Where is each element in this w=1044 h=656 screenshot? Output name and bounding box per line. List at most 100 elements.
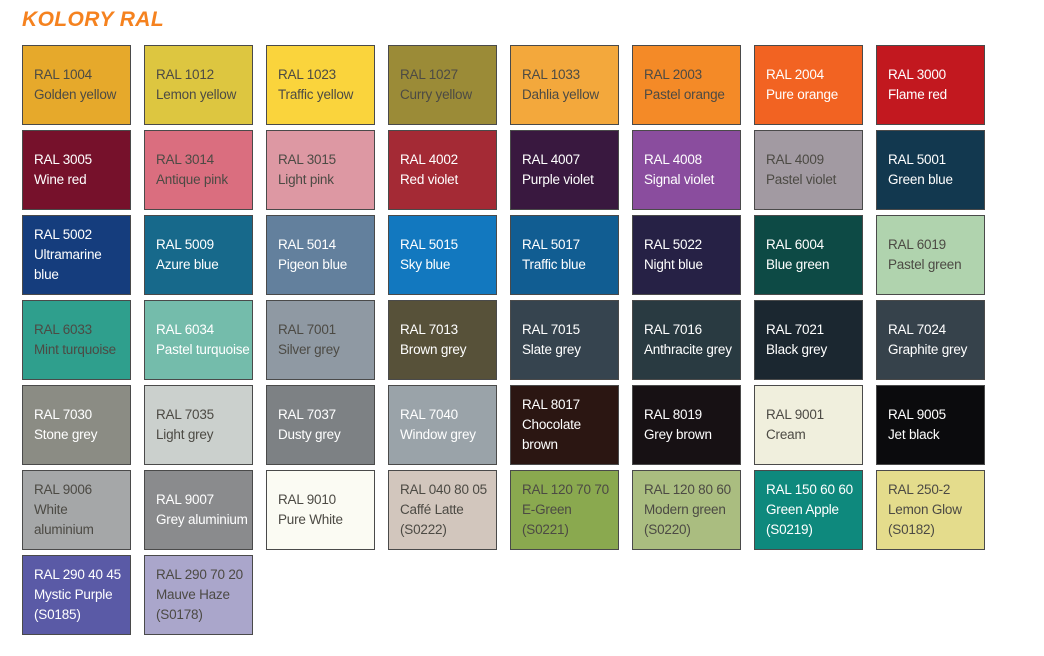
swatch-name: Slate grey bbox=[522, 342, 581, 357]
color-swatch: RAL 3015 Light pink bbox=[266, 130, 375, 210]
swatch-code: RAL 120 80 60 bbox=[644, 482, 731, 497]
color-swatch: RAL 2004 Pure orange bbox=[754, 45, 863, 125]
swatch-name: Modern green bbox=[644, 502, 726, 517]
swatch-code: RAL 2003 bbox=[644, 67, 702, 82]
color-swatch: RAL 6004 Blue green bbox=[754, 215, 863, 295]
color-swatch: RAL 1027 Curry yellow bbox=[388, 45, 497, 125]
color-swatch: RAL 6034 Pastel turquoise bbox=[144, 300, 253, 380]
color-swatch: RAL 7030 Stone grey bbox=[22, 385, 131, 465]
color-swatch: RAL 3005 Wine red bbox=[22, 130, 131, 210]
swatch-code: RAL 9005 bbox=[888, 407, 946, 422]
swatch-name: Flame red bbox=[888, 87, 947, 102]
swatch-code: RAL 7024 bbox=[888, 322, 946, 337]
swatch-name: E-Green bbox=[522, 502, 572, 517]
color-swatch: RAL 250-2 Lemon Glow (S0182) bbox=[876, 470, 985, 550]
color-swatch: RAL 5014 Pigeon blue bbox=[266, 215, 375, 295]
swatch-name: Pastel orange bbox=[644, 87, 725, 102]
color-swatch: RAL 1033 Dahlia yellow bbox=[510, 45, 619, 125]
swatch-code: RAL 5015 bbox=[400, 237, 458, 252]
swatch-code: RAL 1023 bbox=[278, 67, 336, 82]
swatch-code: RAL 4008 bbox=[644, 152, 702, 167]
color-swatch: RAL 5022 Night blue bbox=[632, 215, 741, 295]
swatch-code: RAL 9001 bbox=[766, 407, 824, 422]
swatch-code: RAL 5022 bbox=[644, 237, 702, 252]
page-title: KOLORY RAL bbox=[22, 8, 165, 31]
color-swatch: RAL 120 80 60 Modern green (S0220) bbox=[632, 470, 741, 550]
swatch-code: RAL 7021 bbox=[766, 322, 824, 337]
swatch-code: RAL 7001 bbox=[278, 322, 336, 337]
swatch-code: RAL 4009 bbox=[766, 152, 824, 167]
swatch-name: Mystic Purple bbox=[34, 587, 113, 602]
swatch-name: Pigeon blue bbox=[278, 257, 348, 272]
swatch-code: RAL 4002 bbox=[400, 152, 458, 167]
swatch-code: RAL 5014 bbox=[278, 237, 336, 252]
color-swatch: RAL 7040 Window grey bbox=[388, 385, 497, 465]
color-swatch: RAL 1004 Golden yellow bbox=[22, 45, 131, 125]
color-swatch: RAL 7013 Brown grey bbox=[388, 300, 497, 380]
color-swatch: RAL 1012 Lemon yellow bbox=[144, 45, 253, 125]
swatch-code: RAL 7015 bbox=[522, 322, 580, 337]
color-swatch: RAL 8019 Grey brown bbox=[632, 385, 741, 465]
color-swatch: RAL 7015 Slate grey bbox=[510, 300, 619, 380]
swatch-code: RAL 120 70 70 bbox=[522, 482, 609, 497]
swatch-name: Lemon Glow bbox=[888, 502, 962, 517]
swatch-name: Antique pink bbox=[156, 172, 228, 187]
color-swatch: RAL 5001 Green blue bbox=[876, 130, 985, 210]
swatch-code: RAL 6033 bbox=[34, 322, 92, 337]
swatch-name: Pastel green bbox=[888, 257, 962, 272]
swatch-name: White aluminium bbox=[34, 502, 94, 537]
color-swatch: RAL 9006 White aluminium bbox=[22, 470, 131, 550]
swatch-name: Sky blue bbox=[400, 257, 451, 272]
swatch-code: RAL 3005 bbox=[34, 152, 92, 167]
color-swatch: RAL 6033 Mint turquoise bbox=[22, 300, 131, 380]
swatch-code: RAL 9007 bbox=[156, 492, 214, 507]
swatch-name: Light pink bbox=[278, 172, 334, 187]
color-swatch: RAL 9010 Pure White bbox=[266, 470, 375, 550]
swatch-name: Grey aluminium bbox=[156, 512, 248, 527]
swatch-name: Pure White bbox=[278, 512, 343, 527]
color-swatch: RAL 3000 Flame red bbox=[876, 45, 985, 125]
ral-grid: RAL 1004 Golden yellow RAL 1012 Lemon ye… bbox=[22, 45, 1044, 635]
color-swatch: RAL 9005 Jet black bbox=[876, 385, 985, 465]
swatch-name: Blue green bbox=[766, 257, 830, 272]
swatch-name: Dahlia yellow bbox=[522, 87, 599, 102]
swatch-code: RAL 3014 bbox=[156, 152, 214, 167]
swatch-name: Pastel turquoise bbox=[156, 342, 250, 357]
swatch-code: RAL 8017 bbox=[522, 397, 580, 412]
swatch-code: RAL 6019 bbox=[888, 237, 946, 252]
swatch-name: Anthracite grey bbox=[644, 342, 732, 357]
swatch-name: Golden yellow bbox=[34, 87, 117, 102]
color-swatch: RAL 7024 Graphite grey bbox=[876, 300, 985, 380]
color-swatch: RAL 8017 Chocolate brown bbox=[510, 385, 619, 465]
swatch-code: RAL 7040 bbox=[400, 407, 458, 422]
swatch-code: RAL 1027 bbox=[400, 67, 458, 82]
swatch-code: RAL 7037 bbox=[278, 407, 336, 422]
color-swatch: RAL 040 80 05 Caffé Latte (S0222) bbox=[388, 470, 497, 550]
swatch-name: Azure blue bbox=[156, 257, 219, 272]
swatch-code: RAL 3015 bbox=[278, 152, 336, 167]
color-swatch: RAL 4002 Red violet bbox=[388, 130, 497, 210]
swatch-code: RAL 6004 bbox=[766, 237, 824, 252]
swatch-name: Chocolate brown bbox=[522, 417, 581, 452]
swatch-suffix: (S0178) bbox=[156, 607, 203, 622]
swatch-name: Curry yellow bbox=[400, 87, 472, 102]
swatch-name: Graphite grey bbox=[888, 342, 968, 357]
swatch-code: RAL 290 70 20 bbox=[156, 567, 243, 582]
ral-color-chart-page: KOLORY RAL RAL 1004 Golden yellow RAL 10… bbox=[22, 8, 1044, 635]
swatch-name: Mint turquoise bbox=[34, 342, 116, 357]
color-swatch: RAL 4009 Pastel violet bbox=[754, 130, 863, 210]
swatch-name: Jet black bbox=[888, 427, 940, 442]
color-swatch: RAL 5017 Traffic blue bbox=[510, 215, 619, 295]
swatch-name: Red violet bbox=[400, 172, 459, 187]
swatch-name: Black grey bbox=[766, 342, 828, 357]
swatch-suffix: (S0182) bbox=[888, 522, 935, 537]
swatch-name: Wine red bbox=[34, 172, 87, 187]
color-swatch: RAL 7001 Silver grey bbox=[266, 300, 375, 380]
color-swatch: RAL 7035 Light grey bbox=[144, 385, 253, 465]
swatch-name: Cream bbox=[766, 427, 806, 442]
color-swatch: RAL 4007 Purple violet bbox=[510, 130, 619, 210]
swatch-code: RAL 2004 bbox=[766, 67, 824, 82]
color-swatch: RAL 150 60 60 Green Apple (S0219) bbox=[754, 470, 863, 550]
swatch-name: Lemon yellow bbox=[156, 87, 237, 102]
swatch-name: Light grey bbox=[156, 427, 214, 442]
